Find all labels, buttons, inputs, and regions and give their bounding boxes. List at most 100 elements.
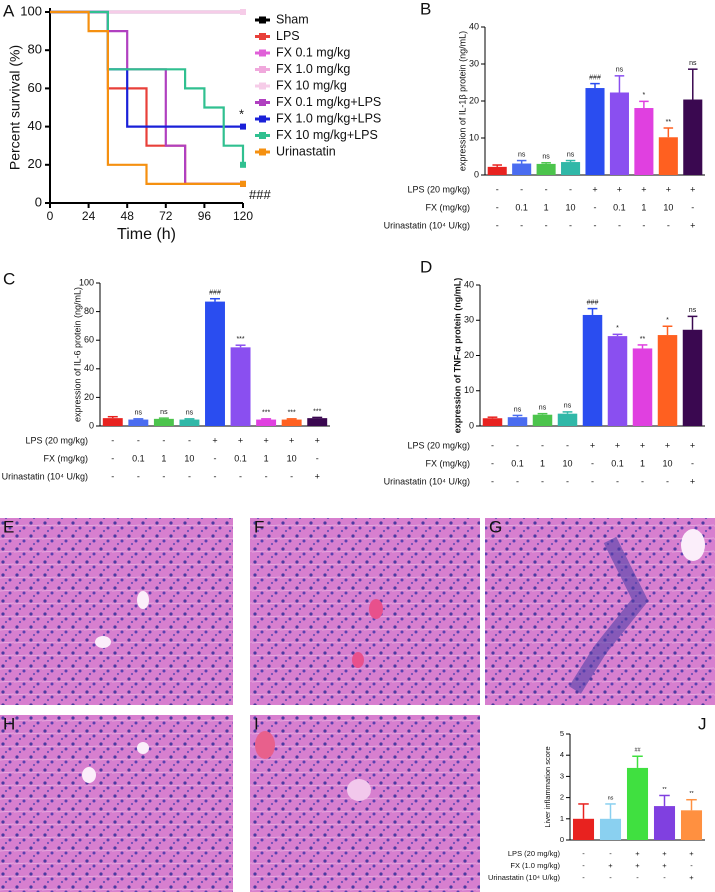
condition-value: -: [618, 220, 621, 230]
bar: [609, 92, 629, 175]
vessel: [95, 636, 111, 648]
legend-swatch: [259, 99, 266, 106]
image-e: [0, 518, 233, 705]
bar: [512, 163, 532, 175]
condition-value: +: [635, 861, 640, 870]
condition-value: -: [188, 435, 191, 445]
legend-swatch: [259, 66, 266, 73]
condition-label: LPS (20 mg/kg): [508, 849, 561, 858]
significance-label: **: [666, 119, 672, 126]
condition-value: -: [496, 184, 499, 194]
vessel: [352, 652, 364, 668]
image-g: [485, 518, 715, 705]
x-tick-label: 96: [198, 209, 212, 223]
condition-value: -: [491, 476, 494, 486]
legend-label: Urinastatin: [276, 144, 336, 158]
condition-value: -: [137, 471, 140, 481]
condition-value: 0.1: [613, 202, 626, 212]
significance-label: ns: [135, 410, 143, 417]
condition-label: FX (mg/kg): [43, 453, 88, 463]
condition-value: +: [635, 849, 640, 858]
bar: [599, 818, 622, 840]
condition-value: -: [316, 453, 319, 463]
y-tick-label: 40: [469, 21, 479, 31]
x-tick-label: 24: [82, 209, 96, 223]
y-axis-label: expression of IL-1β protein (ng/mL): [457, 31, 467, 171]
condition-value: +: [615, 440, 620, 450]
significance-label: ns: [160, 409, 168, 416]
condition-value: +: [263, 435, 268, 445]
significance-label: ns: [186, 410, 194, 417]
legend-label: FX 1.0 mg/kg: [276, 62, 350, 76]
condition-value: 0.1: [132, 453, 145, 463]
condition-value: -: [137, 435, 140, 445]
condition-label: FX (1.0 mg/kg): [510, 861, 560, 870]
condition-value: -: [214, 471, 217, 481]
bar: [507, 417, 528, 426]
condition-value: -: [516, 440, 519, 450]
significance-label: ns: [542, 154, 550, 161]
y-tick-label: 3: [560, 771, 564, 780]
significance-label: ***: [313, 408, 321, 415]
condition-value: -: [496, 220, 499, 230]
legend-swatch: [259, 148, 266, 156]
significance-label: *: [643, 92, 646, 99]
bar: [683, 99, 703, 175]
condition-value: +: [666, 184, 671, 194]
significance-label: ***: [288, 410, 296, 417]
significance-label: ns: [689, 60, 697, 67]
condition-value: -: [609, 873, 612, 882]
condition-value: -: [569, 184, 572, 194]
y-tick-label: 40: [84, 363, 94, 373]
bar: [561, 162, 581, 175]
condition-value: -: [541, 440, 544, 450]
y-tick-label: 100: [20, 3, 42, 18]
condition-value: 1: [641, 202, 646, 212]
annotation: ###: [249, 187, 271, 202]
y-tick-label: 30: [464, 315, 474, 325]
significance-label: ns: [616, 67, 624, 74]
condition-value: -: [545, 220, 548, 230]
condition-value: -: [290, 471, 293, 481]
x-tick-label: 120: [233, 209, 253, 223]
panel-label: F: [254, 517, 264, 536]
condition-value: +: [662, 861, 667, 870]
significance-label: **: [662, 787, 667, 793]
end-marker: [240, 123, 246, 130]
condition-value: -: [162, 471, 165, 481]
significance-label: ns: [518, 151, 526, 158]
bar: [487, 166, 507, 175]
bar: [153, 418, 174, 426]
bar: [536, 163, 556, 175]
condition-value: -: [545, 184, 548, 194]
condition-value: -: [111, 471, 114, 481]
panel-label: E: [3, 517, 14, 536]
y-tick-label: 10: [469, 132, 479, 142]
bar: [128, 419, 149, 426]
y-tick-label: 80: [28, 42, 42, 57]
legend-label: FX 0.1 mg/kg: [276, 45, 350, 59]
condition-value: -: [188, 471, 191, 481]
condition-value: +: [690, 220, 695, 230]
condition-value: -: [641, 476, 644, 486]
condition-value: +: [690, 476, 695, 486]
vessel: [347, 779, 371, 801]
condition-value: 0.1: [611, 458, 624, 468]
condition-value: -: [265, 471, 268, 481]
condition-value: -: [569, 220, 572, 230]
condition-value: -: [642, 220, 645, 230]
x-axis-label: Time (h): [117, 226, 176, 243]
condition-value: -: [582, 873, 585, 882]
condition-label: LPS (20 mg/kg): [407, 184, 470, 194]
condition-value: -: [591, 476, 594, 486]
bar: [653, 806, 676, 840]
condition-value: -: [162, 435, 165, 445]
condition-value: 1: [540, 458, 545, 468]
condition-value: 10: [663, 202, 673, 212]
image-f: [250, 518, 480, 705]
end-marker: [240, 180, 246, 187]
panel-label: G: [489, 517, 502, 536]
y-tick-label: 60: [28, 80, 42, 95]
condition-label: Urinastatin (10⁴ U/kg): [384, 220, 470, 230]
legend-label: FX 0.1 mg/kg+LPS: [276, 95, 381, 109]
